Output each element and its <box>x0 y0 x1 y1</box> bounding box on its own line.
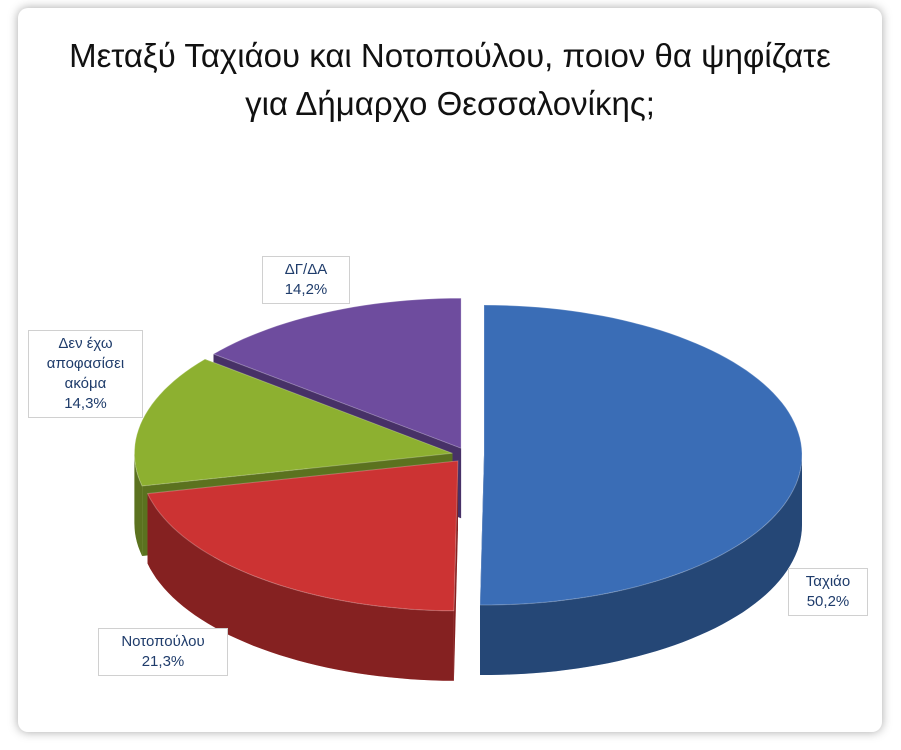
data-label: Ταχιάο 50,2% <box>788 568 868 616</box>
data-label-name: Νοτοπούλου <box>121 633 205 650</box>
data-label-value: 14,2% <box>284 281 328 298</box>
data-label-value: 50,2% <box>806 593 850 610</box>
data-label-name: Δεν έχω αποφασίσει ακόμα <box>46 335 125 392</box>
pie-slice <box>479 304 803 606</box>
slice-outer-side <box>480 455 802 675</box>
data-label-value: 14,3% <box>64 395 107 412</box>
data-label-name: ΔΓ/ΔΑ <box>284 261 328 278</box>
chart-title: Μεταξύ Ταχιάου και Νοτοπούλου, ποιον θα … <box>69 37 831 122</box>
data-label: ΔΓ/ΔΑ 14,2% <box>262 256 350 304</box>
slice-outer-side <box>134 453 143 556</box>
pie-slice <box>146 460 459 612</box>
slice-outer-side-shade <box>134 453 143 556</box>
data-label: Δεν έχω αποφασίσει ακόμα 14,3% <box>28 330 143 418</box>
data-label: Νοτοπούλου 21,3% <box>98 628 228 676</box>
slice-outer-side-shade <box>480 455 802 675</box>
data-label-value: 21,3% <box>141 653 185 670</box>
pie-slice <box>212 297 462 449</box>
slice-outer-side <box>147 493 454 681</box>
data-label-name: Ταχιάο <box>805 573 851 590</box>
pie-slice <box>133 358 453 487</box>
slice-outer-side-shade <box>147 493 454 681</box>
